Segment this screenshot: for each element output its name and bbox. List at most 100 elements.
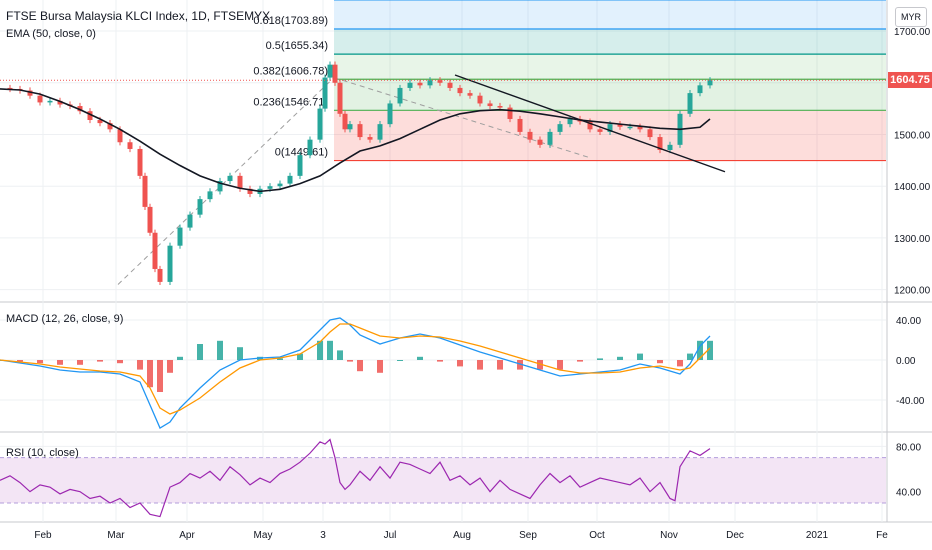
candle-body bbox=[617, 124, 623, 127]
candle-body bbox=[457, 87, 463, 94]
fib-level-label: 0.236(1546.71) bbox=[253, 96, 328, 108]
fib-zone bbox=[334, 0, 886, 30]
macd-histogram-bar bbox=[77, 360, 83, 365]
x-tick-label: Dec bbox=[726, 530, 744, 541]
macd-histogram-bar bbox=[357, 360, 363, 372]
fib-zone bbox=[334, 110, 886, 161]
candle-body bbox=[567, 118, 573, 125]
candle-body bbox=[637, 126, 643, 130]
candle-body bbox=[697, 85, 703, 94]
chart-title: FTSE Bursa Malaysia KLCI Index, 1D, FTSE… bbox=[6, 9, 271, 23]
x-tick-label: Fe bbox=[876, 530, 888, 541]
candle-body bbox=[417, 82, 423, 86]
candle-body bbox=[487, 103, 493, 107]
macd-histogram-bar bbox=[157, 360, 163, 392]
candle-body bbox=[527, 131, 533, 140]
macd-tick-label: -40.00 bbox=[896, 396, 925, 407]
macd-histogram-bar bbox=[327, 340, 333, 360]
candle-body bbox=[347, 124, 353, 130]
macd-line bbox=[0, 317, 711, 429]
x-tick-label: 3 bbox=[320, 530, 326, 541]
candle-body bbox=[317, 108, 323, 140]
candle-body bbox=[342, 113, 348, 130]
candle-body bbox=[152, 232, 158, 269]
candle-body bbox=[587, 121, 593, 130]
candle-body bbox=[227, 175, 233, 182]
macd-histogram-bar bbox=[697, 340, 703, 360]
macd-histogram-bar bbox=[117, 360, 123, 364]
macd-histogram-bar bbox=[707, 340, 713, 360]
candle-body bbox=[427, 80, 433, 86]
price-tick-label: 1200.00 bbox=[894, 286, 931, 297]
macd-histogram-bar bbox=[177, 356, 183, 360]
current-price-badge: 1604.75 bbox=[888, 72, 932, 89]
candle-body bbox=[647, 129, 653, 138]
fib-level-label: 0.5(1655.34) bbox=[266, 40, 328, 52]
candle-body bbox=[237, 175, 243, 189]
macd-histogram-bar bbox=[397, 360, 403, 361]
macd-histogram-bar bbox=[147, 360, 153, 388]
candle-body bbox=[107, 123, 113, 130]
candle-body bbox=[297, 155, 303, 176]
x-tick-label: Jul bbox=[384, 530, 397, 541]
candle-body bbox=[607, 124, 613, 132]
candle-body bbox=[537, 139, 543, 145]
x-tick-label: 2021 bbox=[806, 530, 829, 541]
x-tick-label: Oct bbox=[589, 530, 605, 541]
candle-body bbox=[97, 120, 103, 124]
macd-histogram-bar bbox=[17, 360, 23, 362]
x-tick-label: Apr bbox=[179, 530, 195, 541]
candle-body bbox=[477, 95, 483, 104]
x-tick-label: Sep bbox=[519, 530, 537, 541]
candle-body bbox=[447, 82, 453, 88]
fib-zone bbox=[334, 54, 886, 80]
fib-zone bbox=[334, 79, 886, 111]
candle-body bbox=[142, 175, 148, 207]
macd-layer bbox=[0, 317, 713, 429]
candle-body bbox=[147, 206, 153, 233]
candle-body bbox=[57, 100, 63, 105]
candle-body bbox=[322, 77, 328, 109]
macd-histogram-bar bbox=[497, 360, 503, 370]
candle-body bbox=[667, 144, 673, 150]
candle-body bbox=[277, 183, 283, 187]
fib-zone bbox=[334, 29, 886, 55]
candle-body bbox=[207, 191, 213, 200]
candle-body bbox=[157, 268, 163, 282]
candle-body bbox=[517, 118, 523, 132]
candle-body bbox=[407, 82, 413, 88]
x-tick-label: May bbox=[254, 530, 273, 541]
macd-histogram-bar bbox=[637, 353, 643, 360]
candle-body bbox=[497, 106, 503, 108]
candle-body bbox=[287, 175, 293, 184]
candle-body bbox=[657, 137, 663, 150]
candle-body bbox=[687, 93, 693, 114]
macd-legend: MACD (12, 26, close, 9) bbox=[6, 313, 124, 325]
candle-body bbox=[7, 87, 13, 90]
fib-level-label: 0(1449.61) bbox=[275, 147, 328, 159]
candle-body bbox=[387, 103, 393, 125]
candle-body bbox=[307, 139, 313, 156]
candle-body bbox=[117, 129, 123, 143]
candle-body bbox=[137, 148, 143, 176]
candle-body bbox=[327, 64, 333, 78]
macd-histogram-bar bbox=[457, 360, 463, 367]
currency-tag[interactable]: MYR bbox=[895, 7, 927, 27]
macd-histogram-bar bbox=[167, 360, 173, 373]
signal-line bbox=[0, 323, 711, 415]
macd-histogram-bar bbox=[477, 360, 483, 370]
macd-histogram-bar bbox=[217, 340, 223, 360]
candle-body bbox=[332, 64, 338, 83]
candle-body bbox=[557, 124, 563, 132]
macd-histogram-bar bbox=[57, 360, 63, 365]
candle-body bbox=[187, 214, 193, 228]
macd-histogram-bar bbox=[137, 360, 143, 370]
macd-histogram-bar bbox=[317, 340, 323, 360]
candle-body bbox=[357, 124, 363, 138]
candle-body bbox=[507, 107, 513, 119]
candle-body bbox=[437, 80, 443, 83]
macd-histogram-bar bbox=[517, 360, 523, 370]
ema-line bbox=[0, 88, 711, 193]
macd-histogram-bar bbox=[197, 344, 203, 360]
